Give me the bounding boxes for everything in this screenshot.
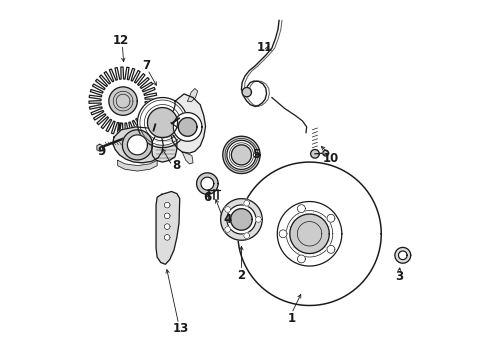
Polygon shape — [182, 152, 193, 164]
Polygon shape — [127, 135, 147, 155]
Polygon shape — [156, 192, 180, 264]
Polygon shape — [137, 98, 188, 148]
Polygon shape — [147, 108, 177, 138]
Polygon shape — [164, 234, 170, 240]
Text: 10: 10 — [323, 152, 339, 165]
Polygon shape — [122, 130, 152, 160]
Polygon shape — [231, 209, 252, 230]
Polygon shape — [290, 214, 329, 253]
Text: 13: 13 — [172, 322, 189, 335]
Polygon shape — [164, 224, 170, 229]
Polygon shape — [227, 140, 256, 170]
Polygon shape — [109, 87, 137, 115]
Polygon shape — [244, 201, 249, 206]
Polygon shape — [173, 113, 202, 141]
Polygon shape — [164, 213, 170, 219]
Polygon shape — [223, 136, 260, 174]
Polygon shape — [395, 247, 411, 263]
Text: 9: 9 — [98, 145, 106, 158]
Polygon shape — [201, 177, 214, 190]
Polygon shape — [279, 230, 287, 238]
Text: 4: 4 — [223, 213, 231, 226]
Polygon shape — [89, 67, 157, 135]
Text: 11: 11 — [257, 41, 273, 54]
Polygon shape — [327, 246, 335, 253]
Polygon shape — [297, 205, 305, 212]
Text: 6: 6 — [203, 192, 212, 204]
Polygon shape — [225, 226, 230, 232]
Polygon shape — [398, 251, 407, 260]
Text: 7: 7 — [142, 59, 150, 72]
Text: 8: 8 — [173, 159, 181, 172]
Polygon shape — [113, 127, 163, 163]
Polygon shape — [118, 160, 157, 171]
Polygon shape — [164, 202, 170, 208]
Polygon shape — [188, 89, 197, 102]
Text: 12: 12 — [113, 33, 129, 47]
Polygon shape — [225, 207, 230, 212]
Polygon shape — [323, 150, 329, 156]
Text: 3: 3 — [395, 270, 403, 283]
Polygon shape — [256, 217, 261, 222]
Polygon shape — [242, 87, 251, 97]
Polygon shape — [220, 199, 262, 240]
Polygon shape — [327, 214, 335, 222]
Polygon shape — [97, 144, 102, 151]
Text: 5: 5 — [252, 148, 260, 161]
Polygon shape — [178, 118, 197, 136]
Text: 1: 1 — [288, 311, 295, 325]
Polygon shape — [152, 133, 177, 162]
Polygon shape — [227, 205, 256, 234]
Polygon shape — [196, 173, 218, 194]
Polygon shape — [171, 94, 205, 153]
Polygon shape — [238, 162, 381, 306]
Polygon shape — [311, 149, 319, 158]
Text: 2: 2 — [237, 269, 245, 282]
Polygon shape — [244, 233, 249, 239]
Polygon shape — [231, 145, 251, 165]
Polygon shape — [297, 255, 305, 263]
